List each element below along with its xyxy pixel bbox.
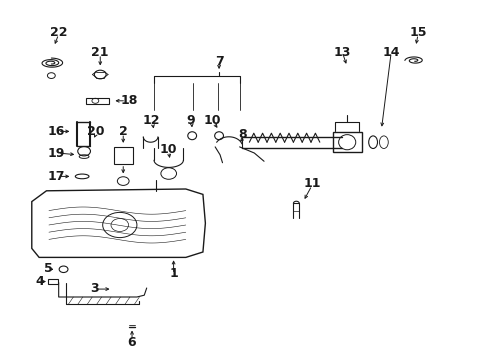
Text: 9: 9 (186, 114, 195, 127)
Bar (114, 147, 132, 164)
Text: 22: 22 (50, 26, 67, 39)
Text: 15: 15 (408, 26, 426, 39)
Text: 8: 8 (238, 129, 247, 141)
Text: 14: 14 (382, 46, 399, 59)
Bar (332, 132, 361, 152)
Text: 17: 17 (47, 170, 65, 183)
Text: 13: 13 (333, 46, 350, 59)
Text: 18: 18 (121, 94, 138, 107)
Text: 1: 1 (169, 267, 178, 280)
Text: 4: 4 (36, 275, 44, 288)
Text: 11: 11 (303, 177, 320, 190)
Bar (85, 98, 109, 104)
Text: 3: 3 (90, 282, 99, 294)
Text: 10: 10 (203, 114, 221, 127)
Text: 7: 7 (214, 55, 223, 68)
Text: 2: 2 (119, 125, 127, 138)
Text: 19: 19 (47, 147, 65, 159)
Text: 5: 5 (43, 262, 52, 275)
Text: 21: 21 (91, 46, 109, 59)
Text: 16: 16 (47, 125, 65, 138)
Text: 10: 10 (160, 143, 177, 156)
Text: 20: 20 (86, 125, 104, 138)
Text: 12: 12 (142, 114, 160, 127)
Bar (48, 279, 58, 284)
Text: 6: 6 (127, 336, 136, 348)
